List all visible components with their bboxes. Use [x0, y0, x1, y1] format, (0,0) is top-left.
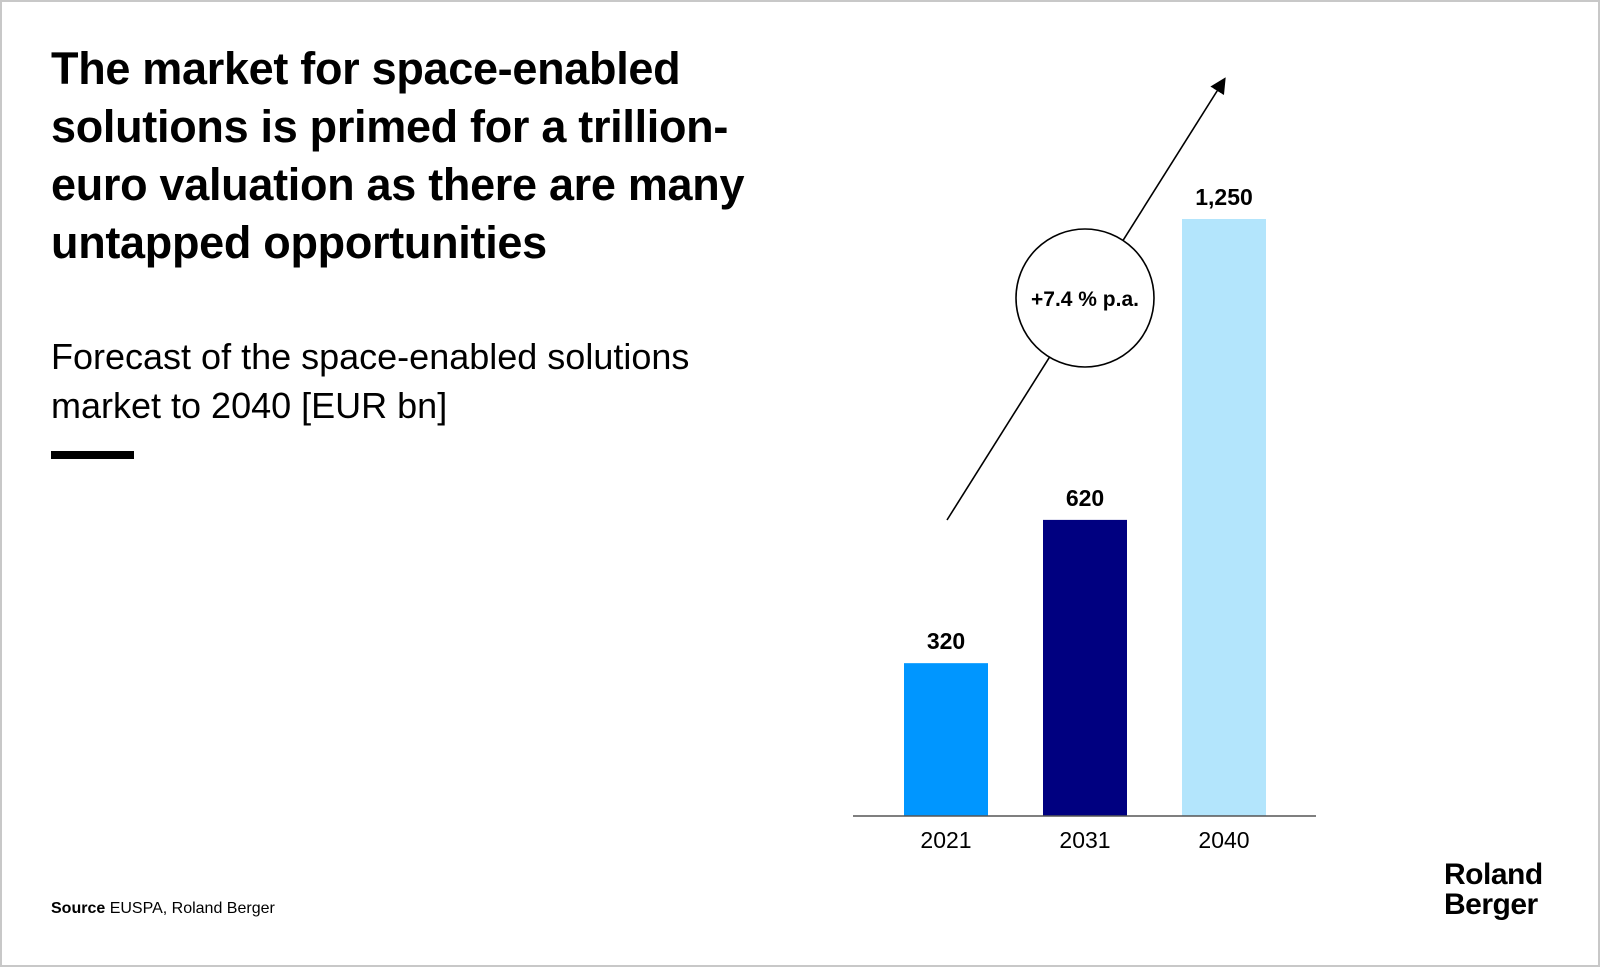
divider [51, 451, 134, 459]
page-title: The market for space-enabled solutions i… [51, 43, 745, 268]
x-tick-label: 2031 [1059, 827, 1110, 853]
cagr-label: +7.4 % p.a. [1031, 288, 1139, 311]
x-tick-label: 2021 [920, 827, 971, 853]
bar-2021 [904, 663, 988, 816]
bar-2031 [1043, 519, 1127, 816]
value-label: 620 [1066, 485, 1104, 511]
bar-2040 [1182, 219, 1266, 816]
source-text: EUSPA, Roland Berger [109, 900, 275, 917]
source-label: Source [51, 900, 106, 917]
logo-line-1: Roland [1444, 858, 1543, 891]
roland-berger-logo: Roland Berger [1444, 860, 1543, 920]
x-tick-label: 2040 [1198, 827, 1249, 853]
source-note: Source EUSPA, Roland Berger [51, 900, 275, 918]
logo-line-2: Berger [1444, 888, 1538, 921]
cagr-circle [1015, 228, 1155, 368]
value-label: 320 [927, 628, 965, 654]
chart-subtitle: Forecast of the space-enabled solutions … [51, 336, 690, 426]
value-label: 1,250 [1195, 184, 1253, 210]
